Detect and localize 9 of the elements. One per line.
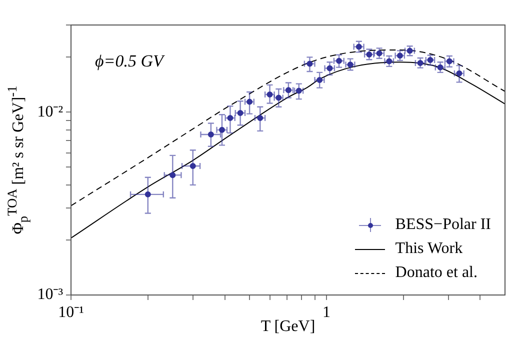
y-tick-label: 10⁻³: [37, 286, 64, 304]
annotation: ϕ=0.5 GV: [95, 51, 166, 70]
x-tick-label: 1: [322, 304, 330, 321]
legend-label: BESS−Polar II: [395, 215, 491, 235]
legend-label: Donato et al.: [395, 263, 478, 283]
legend-label: This Work: [395, 239, 463, 259]
y-tick-label: 10⁻²: [37, 103, 64, 120]
x-axis-title: T [GeV]: [260, 318, 316, 335]
x-tick-label: 10⁻¹: [58, 304, 84, 321]
